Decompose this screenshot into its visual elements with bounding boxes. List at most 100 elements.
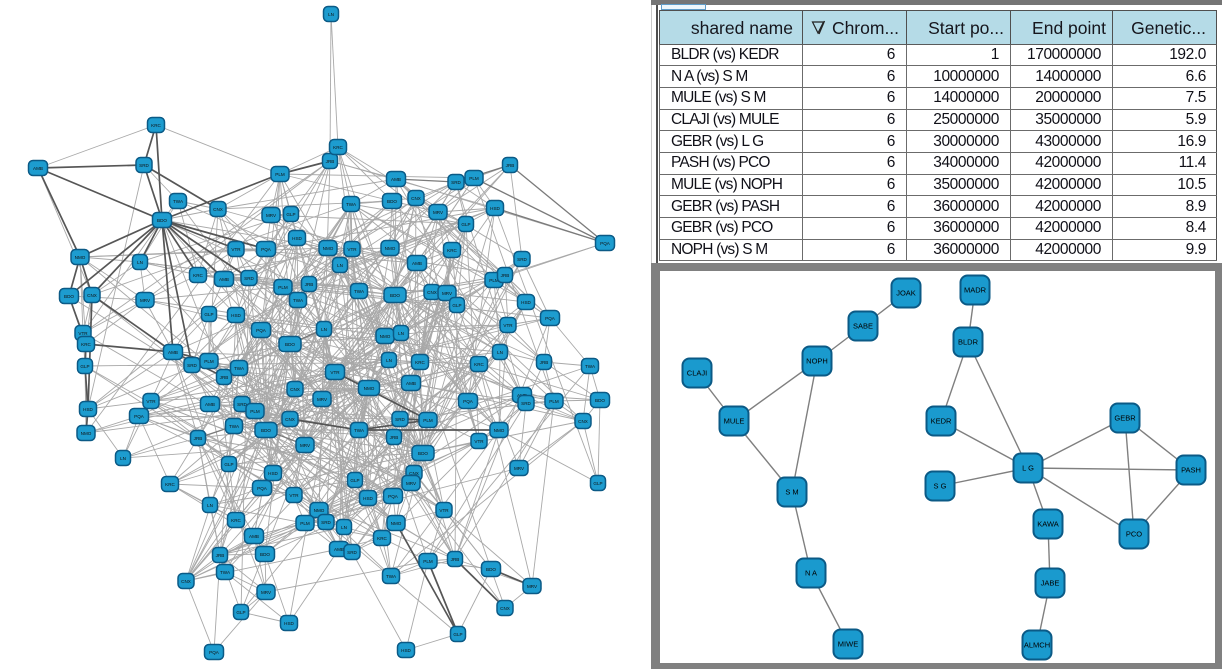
svg-text:ALMCH: ALMCH xyxy=(1024,641,1050,650)
svg-text:JRB: JRB xyxy=(305,282,314,287)
svg-text:CNX: CNX xyxy=(290,387,300,392)
svg-text:KRC: KRC xyxy=(377,536,387,541)
svg-text:CNX: CNX xyxy=(409,471,419,476)
svg-text:KEDR: KEDR xyxy=(931,417,952,426)
svg-text:LN: LN xyxy=(207,503,213,508)
svg-text:KRC: KRC xyxy=(415,360,425,365)
svg-text:AMB: AMB xyxy=(412,261,422,266)
svg-text:CNX: CNX xyxy=(411,196,421,201)
svg-text:JRB: JRB xyxy=(451,557,460,562)
svg-text:LN: LN xyxy=(137,260,143,265)
svg-text:MRV: MRV xyxy=(140,298,151,303)
svg-text:AMB: AMB xyxy=(33,166,43,171)
svg-text:AMB: AMB xyxy=(219,277,229,282)
svg-text:GLP: GLP xyxy=(461,222,470,227)
svg-text:KRC: KRC xyxy=(474,362,484,367)
svg-text:LN: LN xyxy=(328,12,334,17)
svg-text:AMB: AMB xyxy=(249,534,259,539)
svg-text:HSD: HSD xyxy=(401,648,411,653)
svg-text:HSD: HSD xyxy=(292,236,302,241)
svg-text:JRB: JRB xyxy=(326,159,335,164)
svg-text:JRB: JRB xyxy=(390,435,399,440)
svg-text:PLM: PLM xyxy=(275,172,285,177)
svg-text:TWA: TWA xyxy=(354,289,365,294)
svg-text:MULE: MULE xyxy=(724,417,745,426)
svg-text:KRC: KRC xyxy=(447,248,457,253)
svg-text:PQA: PQA xyxy=(257,486,268,491)
svg-text:SRD: SRD xyxy=(244,276,254,281)
svg-text:BDO: BDO xyxy=(64,294,74,299)
svg-text:JRB: JRB xyxy=(501,273,510,278)
svg-text:KRC: KRC xyxy=(151,123,161,128)
svg-text:KRC: KRC xyxy=(193,273,203,278)
svg-text:MRV: MRV xyxy=(300,443,311,448)
svg-text:VTR: VTR xyxy=(78,331,88,336)
svg-text:MRV: MRV xyxy=(442,291,453,296)
svg-text:PQA: PQA xyxy=(256,328,267,333)
svg-text:PQA: PQA xyxy=(545,316,556,321)
svg-text:TWA: TWA xyxy=(220,570,231,575)
svg-text:VTR: VTR xyxy=(289,493,299,498)
svg-text:TWA: TWA xyxy=(293,298,304,303)
svg-text:AMB: AMB xyxy=(406,381,416,386)
svg-text:BDO: BDO xyxy=(157,218,167,223)
svg-text:JRB: JRB xyxy=(540,360,549,365)
svg-text:LN: LN xyxy=(497,350,503,355)
svg-text:HSD: HSD xyxy=(83,407,93,412)
svg-text:CNX: CNX xyxy=(578,419,588,424)
svg-text:PLM: PLM xyxy=(489,278,499,283)
svg-text:HSD: HSD xyxy=(363,496,373,501)
svg-text:MIWE: MIWE xyxy=(838,640,858,649)
svg-text:MRV: MRV xyxy=(261,590,272,595)
svg-text:CNX: CNX xyxy=(87,293,97,298)
svg-text:PLM: PLM xyxy=(250,409,260,414)
svg-text:NMO: NMO xyxy=(81,431,92,436)
svg-text:PLM: PLM xyxy=(278,285,288,290)
svg-text:AMB: AMB xyxy=(168,350,178,355)
svg-text:L G: L G xyxy=(1022,464,1034,473)
svg-text:NMO: NMO xyxy=(75,255,86,260)
svg-text:PLM: PLM xyxy=(204,359,214,364)
svg-text:HSD: HSD xyxy=(284,621,294,626)
svg-text:BDO: BDO xyxy=(390,293,400,298)
svg-text:SRD: SRD xyxy=(451,180,461,185)
svg-text:NMO: NMO xyxy=(494,428,505,433)
svg-text:GLP: GLP xyxy=(224,462,233,467)
svg-text:JRB: JRB xyxy=(506,163,515,168)
svg-text:MRV: MRV xyxy=(406,481,417,486)
svg-text:N A: N A xyxy=(805,569,817,578)
svg-text:SRD: SRD xyxy=(139,163,149,168)
svg-text:BDO: BDO xyxy=(486,567,496,572)
svg-text:TWA: TWA xyxy=(229,424,240,429)
svg-text:PQA: PQA xyxy=(134,414,145,419)
svg-text:JRB: JRB xyxy=(194,436,203,441)
svg-text:JRB: JRB xyxy=(216,553,225,558)
svg-text:NMO: NMO xyxy=(380,334,391,339)
svg-text:VTR: VTR xyxy=(439,508,449,513)
svg-text:VTR: VTR xyxy=(474,439,484,444)
svg-text:SRD: SRD xyxy=(237,402,247,407)
svg-text:JABE: JABE xyxy=(1041,579,1060,588)
svg-text:NMO: NMO xyxy=(364,386,375,391)
svg-text:TWA: TWA xyxy=(173,199,184,204)
svg-text:AMB: AMB xyxy=(205,402,215,407)
svg-text:HSD: HSD xyxy=(231,313,241,318)
svg-text:HSD: HSD xyxy=(268,471,278,476)
svg-text:GLP: GLP xyxy=(236,610,245,615)
svg-text:BDO: BDO xyxy=(595,398,605,403)
svg-text:BDO: BDO xyxy=(418,451,428,456)
svg-text:SRD: SRD xyxy=(321,520,331,525)
svg-text:TWA: TWA xyxy=(234,366,245,371)
svg-text:CLAJI: CLAJI xyxy=(687,369,707,378)
svg-text:PLM: PLM xyxy=(423,559,433,564)
svg-text:S M: S M xyxy=(785,488,798,497)
svg-text:MRV: MRV xyxy=(266,213,277,218)
svg-text:BDO: BDO xyxy=(285,342,295,347)
svg-text:PQA: PQA xyxy=(600,241,611,246)
svg-text:NMO: NMO xyxy=(385,246,396,251)
svg-text:KRC: KRC xyxy=(165,482,175,487)
svg-text:S G: S G xyxy=(934,482,947,491)
svg-text:VTR: VTR xyxy=(347,247,357,252)
svg-text:BDO: BDO xyxy=(387,199,397,204)
svg-text:GLP: GLP xyxy=(452,303,461,308)
